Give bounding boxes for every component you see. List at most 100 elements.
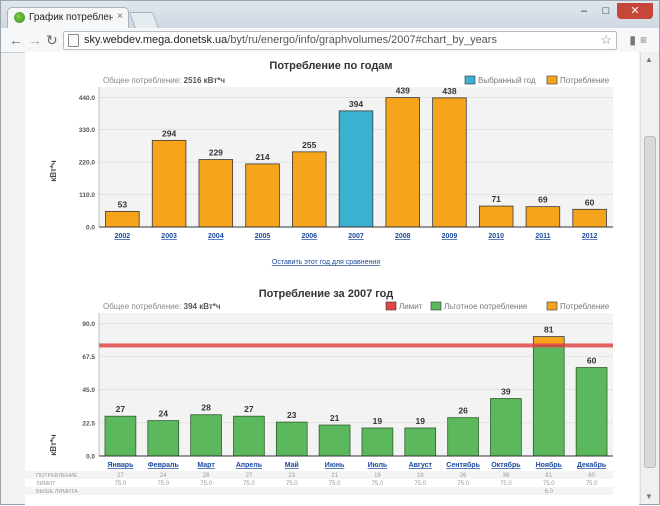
tab-close-icon[interactable]: × xyxy=(117,11,123,22)
back-arrow-icon[interactable]: ← xyxy=(9,32,23,48)
month-link[interactable]: Ноябрь xyxy=(536,461,563,469)
month-value-label: 28 xyxy=(201,403,211,413)
year-bar-2012[interactable] xyxy=(572,208,607,228)
tab-title: График потребления < xyxy=(29,12,113,23)
year-bar-2007[interactable] xyxy=(338,110,374,228)
month-link[interactable]: Июль xyxy=(368,462,388,469)
year-value-label: 60 xyxy=(585,197,595,207)
month-bar-0[interactable] xyxy=(104,415,137,457)
year-link-2007[interactable]: 2007 xyxy=(348,233,364,240)
legend-consumption-label-2: Потребление xyxy=(560,302,610,311)
month-link[interactable]: Сентябрь xyxy=(446,461,480,469)
year-value-label: 438 xyxy=(442,86,456,96)
limit-cell: 75.0 xyxy=(329,481,341,487)
year-link-2011[interactable]: 2011 xyxy=(535,233,550,240)
menu-icon[interactable]: ▮≡ xyxy=(629,33,651,47)
over-limit-cell: 6.0 xyxy=(545,489,554,495)
month-value-label: 27 xyxy=(116,404,126,414)
month-link[interactable]: Январь xyxy=(107,462,134,469)
data-table-row-label: ЛИМИТ xyxy=(36,481,56,487)
month-link[interactable]: Апрель xyxy=(236,462,263,469)
month-bar-6[interactable] xyxy=(361,427,394,457)
minimize-button[interactable]: – xyxy=(580,5,588,17)
chart1-y-tick: 330.0 xyxy=(79,127,96,134)
bookmark-star-icon[interactable]: ☆ xyxy=(600,32,612,47)
scroll-down-icon[interactable]: ▼ xyxy=(645,492,653,501)
scroll-up-icon[interactable]: ▲ xyxy=(645,55,653,64)
year-bar-2003[interactable] xyxy=(151,139,187,228)
year-bar-2006[interactable] xyxy=(292,151,327,228)
limit-cell: 75.0 xyxy=(243,481,255,487)
window-controls: – □ ✕ xyxy=(573,1,653,19)
month-link[interactable]: Май xyxy=(285,461,299,469)
year-link-2003[interactable]: 2003 xyxy=(161,233,177,240)
close-window-button[interactable]: ✕ xyxy=(617,3,653,19)
year-bar-2002[interactable] xyxy=(105,210,140,228)
chart2-y-tick: 45.0 xyxy=(82,387,95,394)
url-text[interactable]: sky.webdev.mega.donetsk.ua/byt/ru/energo… xyxy=(84,34,497,46)
chart2-title: Потребление за 2007 год xyxy=(259,288,394,300)
year-link-2004[interactable]: 2004 xyxy=(208,233,224,240)
consumption-cell: 23 xyxy=(288,473,295,479)
month-bar-9[interactable] xyxy=(490,398,522,457)
keep-year-compare-link[interactable]: Оставить этот год для сравнения xyxy=(272,259,380,266)
month-link[interactable]: Август xyxy=(409,462,433,469)
legend-consumption-swatch xyxy=(546,75,558,85)
month-link[interactable]: Июнь xyxy=(325,462,345,469)
year-bar-2010[interactable] xyxy=(478,205,514,228)
month-link[interactable]: Февраль xyxy=(148,462,180,469)
year-link-2012[interactable]: 2012 xyxy=(582,233,598,240)
month-bar-3[interactable] xyxy=(233,415,265,457)
reload-icon[interactable]: ↻ xyxy=(46,32,58,48)
address-bar[interactable]: sky.webdev.mega.donetsk.ua/byt/ru/energo… xyxy=(63,31,617,50)
year-bar-2004[interactable] xyxy=(198,159,234,228)
year-bar-2009[interactable] xyxy=(432,97,467,228)
month-bar-10[interactable] xyxy=(532,345,565,457)
maximize-button[interactable]: □ xyxy=(602,5,610,17)
month-bar-1[interactable] xyxy=(147,420,180,457)
limit-cell: 75.0 xyxy=(414,481,426,487)
year-bar-2005[interactable] xyxy=(245,163,280,228)
month-bar-7[interactable] xyxy=(404,427,437,457)
legend-selected-label: Выбранный год xyxy=(478,76,536,85)
year-link-2002[interactable]: 2002 xyxy=(115,233,131,240)
limit-cell: 75.0 xyxy=(457,481,469,487)
browser-tab[interactable]: График потребления < × xyxy=(7,7,129,28)
year-bar-2008[interactable] xyxy=(385,97,420,228)
month-link[interactable]: Октябрь xyxy=(491,461,521,469)
limit-cell: 75.0 xyxy=(586,481,598,487)
year-value-label: 255 xyxy=(302,140,316,150)
year-link-2005[interactable]: 2005 xyxy=(255,233,271,240)
chart2-y-axis-label: кВт*ч xyxy=(49,434,58,456)
scrollbar-thumb[interactable] xyxy=(644,136,656,468)
legend-selected-swatch xyxy=(464,75,476,85)
year-link-2010[interactable]: 2010 xyxy=(488,233,504,240)
month-value-label: 19 xyxy=(373,416,383,426)
month-bar-4[interactable] xyxy=(275,421,308,457)
month-bar-5[interactable] xyxy=(318,424,351,457)
new-tab-button[interactable] xyxy=(128,12,160,29)
year-bar-2011[interactable] xyxy=(525,206,561,228)
consumption-cell: 26 xyxy=(460,473,467,479)
data-table-row xyxy=(25,479,613,487)
month-bar-2[interactable] xyxy=(190,414,222,457)
month-link[interactable]: Март xyxy=(197,462,215,469)
title-bar: График потребления < × – □ ✕ xyxy=(1,1,659,29)
legend-consumption-label: Потребление xyxy=(560,76,610,85)
year-link-2008[interactable]: 2008 xyxy=(395,233,411,240)
month-link[interactable]: Декабрь xyxy=(577,461,607,469)
year-link-2006[interactable]: 2006 xyxy=(301,233,317,240)
vertical-scrollbar[interactable]: ▲ ▼ xyxy=(640,52,658,504)
chart1-y-tick: 440.0 xyxy=(79,95,96,102)
forward-arrow-icon[interactable]: → xyxy=(28,32,42,48)
chart1-total-label: Общее потребление: 2516 кВт*ч xyxy=(103,76,225,85)
year-link-2009[interactable]: 2009 xyxy=(442,233,458,240)
chart2-total-label: Общее потребление: 394 кВт*ч xyxy=(103,302,221,311)
consumption-cell: 19 xyxy=(374,473,381,479)
month-bar-11[interactable] xyxy=(575,367,608,457)
year-value-label: 71 xyxy=(491,194,501,204)
chart2-plot-area xyxy=(99,313,613,456)
legend-limit-swatch xyxy=(385,301,397,311)
month-bar-8[interactable] xyxy=(447,417,479,457)
